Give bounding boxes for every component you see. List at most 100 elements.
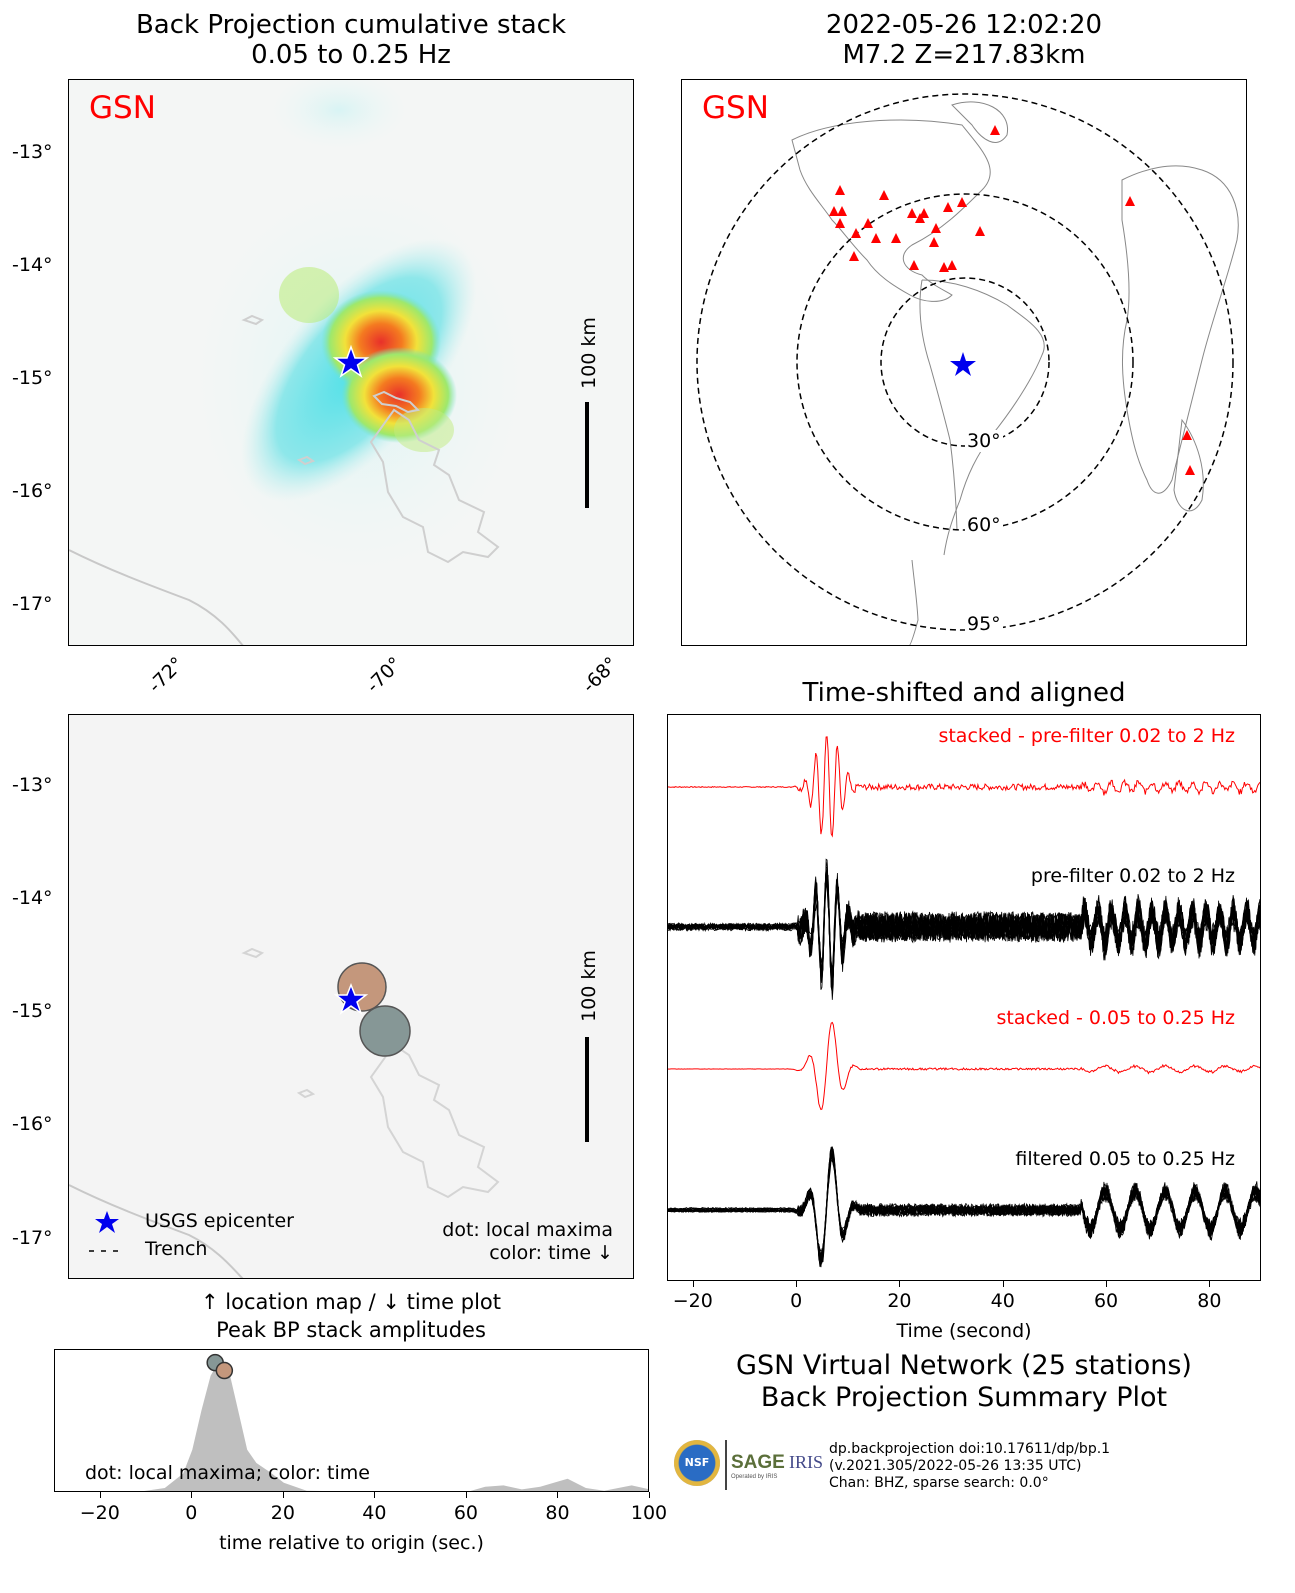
amplitude-maximum-dot [215, 1361, 234, 1380]
bp-map-title: Back Projection cumulative stack 0.05 to… [68, 10, 634, 70]
series-label: stacked - 0.05 to 0.25 Hz [996, 1007, 1235, 1029]
x-tick-label: 80 [545, 1502, 570, 1524]
footer-line3: Chan: BHZ, sparse search: 0.0° [829, 1475, 1049, 1491]
bp-map-scale-label: 100 km [578, 317, 600, 389]
x-tick-mark [282, 1492, 284, 1498]
station-map-title: 2022-05-26 12:02:20 M7.2 Z=217.83km [681, 10, 1247, 70]
maxima-caption-line2: Peak BP stack amplitudes [216, 1318, 486, 1342]
x-tick-label: −20 [672, 1290, 713, 1312]
epicenter-star [950, 352, 976, 376]
legend-star-icon [95, 1211, 119, 1233]
waveform-trace [668, 1021, 1260, 1111]
x-tick-mark [692, 1281, 694, 1287]
x-tick-mark [191, 1492, 193, 1498]
maxima-caption: ↑ location map / ↓ time plot Peak BP sta… [68, 1288, 634, 1344]
maxima-map-canvas [69, 947, 589, 1278]
lat-tick: -17° [12, 593, 53, 615]
logo-divider [725, 1440, 727, 1490]
epicenter-star [332, 344, 370, 378]
waveform-title: Time-shifted and aligned [802, 678, 1126, 708]
lat-tick: -14° [12, 887, 53, 909]
event-magnitude-depth: M7.2 Z=217.83km [842, 40, 1086, 70]
maxima-caption-line1: ↑ location map / ↓ time plot [201, 1290, 501, 1314]
sage-logo-subtext: Operated by IRIS [731, 1474, 778, 1480]
x-tick-mark [796, 1281, 798, 1287]
epicenter-star [333, 982, 369, 1015]
x-tick-label: 20 [270, 1502, 295, 1524]
x-tick-label: 20 [887, 1290, 912, 1312]
x-tick-mark [557, 1492, 559, 1498]
x-tick-label: 100 [630, 1502, 668, 1524]
maxima-note-2: color: time ↓ [489, 1242, 613, 1264]
lon-tick: -72° [144, 652, 189, 698]
maxima-note-1: dot: local maxima [442, 1219, 613, 1241]
ring-label-95: 95° [965, 613, 1003, 635]
x-tick-mark [899, 1281, 901, 1287]
lat-tick: -13° [12, 141, 53, 163]
bp-map-network-label: GSN [89, 90, 156, 126]
footer-line2: (v.2021.305/2022-05-26 13:35 UTC) [829, 1458, 1082, 1474]
x-tick-label: 80 [1197, 1290, 1222, 1312]
local-maximum-marker [359, 1005, 411, 1057]
x-tick-label: −20 [79, 1502, 120, 1524]
lat-tick: -16° [12, 1113, 53, 1135]
lat-tick: -15° [12, 367, 53, 389]
ring-label-60: 60° [965, 514, 1003, 536]
ring-label-30: 30° [965, 430, 1003, 452]
lat-tick: -16° [12, 480, 53, 502]
legend-epicenter-label: USGS epicenter [145, 1210, 294, 1232]
bp-map-title-line2: 0.05 to 0.25 Hz [251, 40, 451, 70]
bp-map-title-line1: Back Projection cumulative stack [135, 10, 567, 40]
x-tick-label: 60 [1093, 1290, 1119, 1312]
x-tick-label: 0 [790, 1290, 803, 1312]
x-tick-mark [99, 1492, 101, 1498]
series-label: filtered 0.05 to 0.25 Hz [1015, 1148, 1235, 1170]
amplitude-note: dot: local maxima; color: time [85, 1462, 370, 1484]
x-tick-label: 60 [453, 1502, 479, 1524]
event-datetime: 2022-05-26 12:02:20 [825, 10, 1103, 40]
series-label: stacked - pre-filter 0.02 to 2 Hz [938, 725, 1235, 747]
x-tick-mark [649, 1492, 650, 1498]
station-markers [829, 125, 1195, 475]
amplitude-panel: dot: local maxima; color: time [54, 1349, 649, 1492]
sage-logo-text: SAGE [731, 1452, 785, 1473]
waveform-trace [668, 1146, 1260, 1267]
amplitude-plot [144, 1353, 648, 1491]
maxima-map-scale-label: 100 km [578, 950, 600, 1022]
x-tick-mark [1106, 1281, 1108, 1287]
nsf-logo-text: NSF [684, 1456, 710, 1469]
station-map-panel: GSN 30° 60° 95° [681, 79, 1247, 646]
x-tick-label: 40 [990, 1290, 1015, 1312]
waveform-panel: stacked - pre-filter 0.02 to 2 Hz pre-fi… [667, 714, 1261, 1281]
waveform-trace [668, 736, 1260, 838]
lat-tick: -15° [12, 1000, 53, 1022]
station-map-network-label: GSN [702, 90, 769, 126]
nsf-logo: NSF [674, 1440, 720, 1486]
bp-map-panel: GSN 100 km [68, 79, 634, 646]
series-label: pre-filter 0.02 to 2 Hz [1030, 865, 1235, 887]
lat-tick: -17° [12, 1227, 53, 1249]
x-tick-mark [465, 1492, 467, 1498]
amplitude-area [144, 1360, 648, 1491]
lat-tick: -13° [12, 774, 53, 796]
x-tick-label: 0 [185, 1502, 198, 1524]
bp-heatmap [69, 80, 589, 645]
lon-tick: -70° [362, 652, 407, 698]
legend-trench-label: Trench [145, 1238, 208, 1260]
waveform-trace [668, 868, 1260, 968]
maxima-map-panel: 100 km USGS epicenter Trench dot: local … [68, 714, 634, 1279]
summary-line1: GSN Virtual Network (25 stations) [736, 1350, 1192, 1381]
x-tick-label: 40 [362, 1502, 387, 1524]
iris-logo: IRIS [789, 1452, 824, 1472]
summary-title: GSN Virtual Network (25 stations) Back P… [667, 1350, 1261, 1414]
x-tick-mark [1209, 1281, 1211, 1287]
x-tick-mark [1002, 1281, 1004, 1287]
amplitude-x-label: time relative to origin (sec.) [219, 1532, 484, 1554]
footer-line1: dp.backprojection doi:10.17611/dp/bp.1 [829, 1441, 1111, 1457]
waveform-trace [668, 1150, 1260, 1261]
station-map-canvas [696, 93, 1239, 645]
waveform-x-label: Time (second) [896, 1320, 1032, 1342]
waveform-plot [668, 736, 1260, 1268]
sage-logo: SAGE Operated by IRIS [731, 1452, 785, 1480]
x-tick-mark [374, 1492, 376, 1498]
